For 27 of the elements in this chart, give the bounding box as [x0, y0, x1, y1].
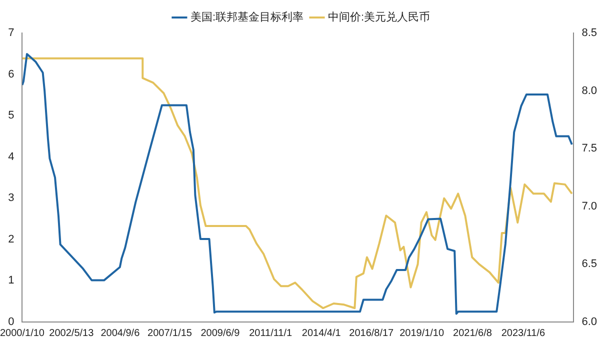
y-tick-label: 7: [8, 27, 14, 40]
y-tick-label: 0: [8, 316, 14, 328]
y-tick-label: 6: [8, 68, 14, 80]
x-tick-label: 2019/1/10: [400, 328, 444, 339]
legend-label: 中间价:美元兑人民币: [328, 10, 430, 24]
x-tick-label: 2014/4/1: [302, 328, 342, 339]
y-tick-label: 1: [8, 274, 14, 287]
y-tick-label: 4: [8, 150, 14, 163]
y2-tick-label: 8.0: [582, 84, 598, 97]
x-tick-label: 2004/9/6: [100, 328, 140, 339]
y2-tick-label: 6.0: [582, 316, 598, 328]
x-tick-label: 2011/11/1: [249, 328, 293, 339]
y-tick-label: 2: [8, 233, 14, 246]
x-tick-label: 2009/6/9: [200, 328, 240, 339]
x-tick-label: 2016/8/17: [349, 328, 394, 339]
y2-tick-label: 8.5: [582, 27, 598, 40]
x-tick-label: 2000/1/10: [0, 328, 45, 339]
y-tick-label: 5: [8, 110, 14, 122]
x-tick-label: 2002/5/13: [49, 328, 94, 339]
y2-tick-label: 7.5: [582, 142, 598, 155]
x-tick-label: 2023/11/6: [501, 328, 546, 339]
y2-tick-label: 7.0: [582, 200, 598, 212]
x-tick-label: 2007/1/15: [148, 328, 192, 339]
x-tick-label: 2021/6/8: [453, 328, 492, 339]
y2-tick-label: 6.5: [582, 258, 598, 270]
legend-label: 美国:联邦基金目标利率: [190, 10, 304, 24]
y-tick-label: 3: [8, 192, 14, 204]
